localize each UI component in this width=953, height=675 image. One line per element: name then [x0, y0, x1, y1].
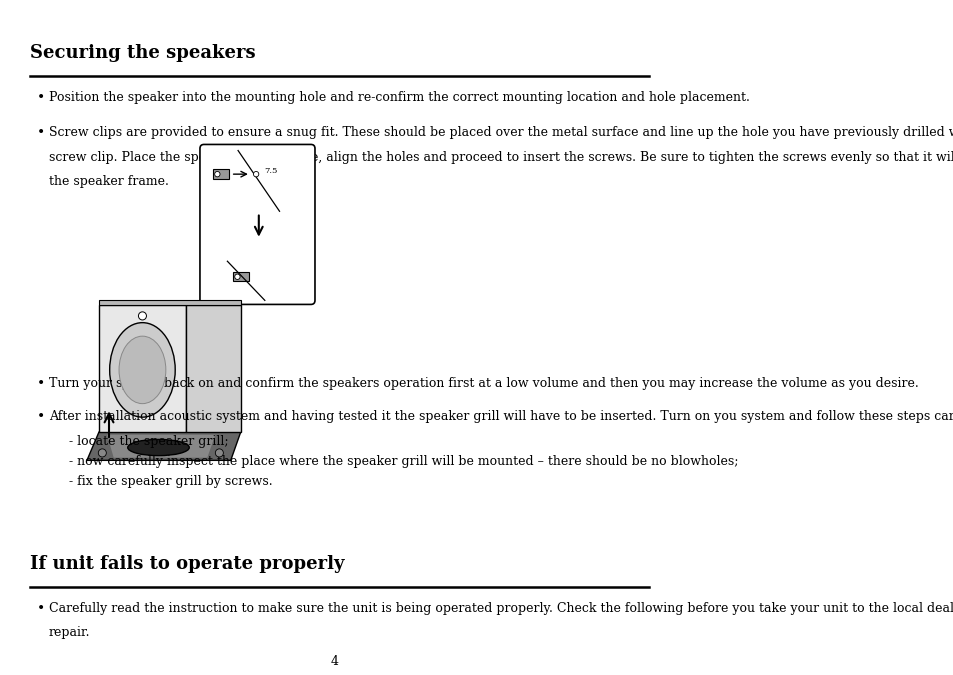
Circle shape: [234, 274, 240, 279]
Text: •: •: [37, 91, 45, 105]
Ellipse shape: [128, 439, 189, 456]
Polygon shape: [87, 432, 240, 460]
Text: Screw clips are provided to ensure a snug fit. These should be placed over the m: Screw clips are provided to ensure a snu…: [49, 126, 953, 139]
Text: Turn your system back on and confirm the speakers operation first at a low volum: Turn your system back on and confirm the…: [49, 377, 918, 389]
Bar: [213, 169, 229, 179]
Text: If unit fails to operate properly: If unit fails to operate properly: [30, 555, 344, 573]
Text: screw clip. Place the speaker into the hole, align the holes and proceed to inse: screw clip. Place the speaker into the h…: [49, 151, 953, 163]
Text: - now carefully inspect the place where the speaker grill will be mounted – ther: - now carefully inspect the place where …: [61, 455, 738, 468]
Text: After installation acoustic system and having tested it the speaker grill will h: After installation acoustic system and h…: [49, 410, 953, 423]
Polygon shape: [107, 435, 215, 458]
Text: •: •: [37, 602, 45, 616]
Text: repair.: repair.: [49, 626, 91, 639]
Bar: [233, 272, 249, 281]
Circle shape: [98, 449, 106, 457]
Text: Carefully read the instruction to make sure the unit is being operated properly.: Carefully read the instruction to make s…: [49, 602, 953, 615]
Text: •: •: [37, 377, 45, 391]
Text: Position the speaker into the mounting hole and re-confirm the correct mounting : Position the speaker into the mounting h…: [49, 91, 749, 104]
Circle shape: [215, 449, 223, 457]
Circle shape: [214, 171, 220, 177]
Ellipse shape: [110, 323, 175, 417]
FancyBboxPatch shape: [200, 144, 314, 304]
Circle shape: [138, 312, 147, 320]
Text: the speaker frame.: the speaker frame.: [49, 175, 169, 188]
Text: 7.5: 7.5: [264, 167, 277, 175]
Text: •: •: [37, 410, 45, 425]
Polygon shape: [186, 305, 240, 432]
Text: 4: 4: [330, 655, 338, 668]
Text: - fix the speaker grill by screws.: - fix the speaker grill by screws.: [61, 475, 273, 488]
Circle shape: [253, 171, 258, 177]
Polygon shape: [99, 300, 240, 305]
Text: Securing the speakers: Securing the speakers: [30, 44, 255, 62]
Ellipse shape: [119, 336, 166, 404]
Text: •: •: [37, 126, 45, 140]
Text: - locate the speaker grill;: - locate the speaker grill;: [61, 435, 228, 448]
Polygon shape: [99, 305, 186, 432]
